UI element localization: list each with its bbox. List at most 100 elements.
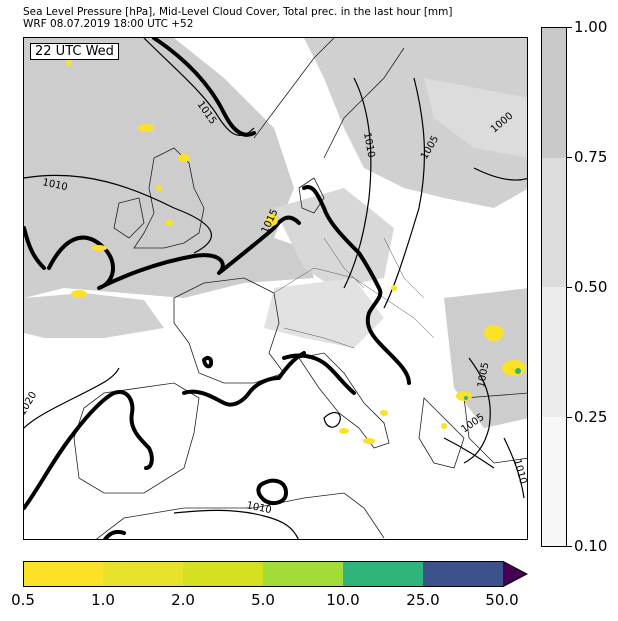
colorbar-segment xyxy=(542,28,566,158)
precip-segment xyxy=(23,561,103,587)
map-svg: 1015 1015 1010 1010 1005 1000 1020 1010 … xyxy=(24,38,528,539)
precip-label: 2.0 xyxy=(171,591,195,609)
precip-label: 10.0 xyxy=(326,591,360,609)
borders xyxy=(273,237,435,349)
precip-label: 50.0 xyxy=(485,591,519,609)
contour-label: 1010 xyxy=(245,500,272,516)
coast-ireland xyxy=(113,197,145,239)
contour-label: 1020 xyxy=(24,390,39,418)
precip-cell xyxy=(156,185,162,191)
isobar-1015-centre xyxy=(302,185,411,385)
precip-label: 25.0 xyxy=(406,591,440,609)
precip-cell xyxy=(91,245,107,251)
coast-africa xyxy=(95,492,385,539)
colorbar-segment xyxy=(542,157,566,287)
precip-colorbar-outline xyxy=(23,561,528,587)
precip-cell xyxy=(339,428,349,434)
cloud-atlantic xyxy=(24,38,314,298)
precip-cell xyxy=(71,290,87,298)
isobar-sicily-ring xyxy=(323,411,341,428)
isobar-1015-west xyxy=(24,226,46,270)
precip-segment xyxy=(183,561,263,587)
isobar-1015-med xyxy=(182,351,306,407)
contour-label: 1010 xyxy=(361,132,376,159)
isobar-1010-uk xyxy=(24,174,213,254)
precip-label: 1.0 xyxy=(91,591,115,609)
colorbar-label: 0.50 xyxy=(574,278,608,296)
precip-cell xyxy=(66,60,72,66)
coast-italy xyxy=(298,352,390,449)
coast-iberia xyxy=(73,382,200,494)
coast-scandinavia xyxy=(253,38,405,159)
colorbar-tick xyxy=(567,27,572,28)
coast-turkey xyxy=(463,392,527,464)
colorbar-tick xyxy=(567,157,572,158)
precip-label: 0.5 xyxy=(11,591,35,609)
colorbar-label: 0.25 xyxy=(574,408,608,426)
isobar-1015-iberia xyxy=(24,390,154,510)
isobar-1010-scand xyxy=(343,77,372,289)
colorbar-label: 0.75 xyxy=(574,148,608,166)
precip-cell xyxy=(266,214,278,226)
precipitation-heavy xyxy=(464,368,521,400)
isobar-1020-iberia xyxy=(24,367,120,429)
isobar-1010-africa xyxy=(173,509,299,539)
precip-extend-arrow xyxy=(503,561,527,587)
isobar-1015-north xyxy=(143,38,255,136)
colorbar-tick xyxy=(567,417,572,418)
precip-cell xyxy=(456,391,472,401)
coast-denmark xyxy=(298,177,325,214)
precip-label: 5.0 xyxy=(251,591,275,609)
precip-cell xyxy=(484,325,504,341)
precipitation-layer xyxy=(66,60,526,444)
colorbar-segment xyxy=(542,416,566,546)
colorbar-segment xyxy=(542,287,566,417)
precip-segment xyxy=(423,561,503,587)
cloud-alps xyxy=(264,278,384,348)
precip-core xyxy=(464,396,468,400)
isobar-1015-africa-ring xyxy=(256,478,288,506)
isobar-1005-balkan xyxy=(463,357,491,464)
map-panel: 1015 1015 1010 1010 1005 1000 1020 1010 … xyxy=(23,37,528,540)
contour-label: 1010 xyxy=(511,458,528,485)
isobar-1015-upper xyxy=(152,38,256,137)
isobar-1005-greece xyxy=(443,437,495,469)
cloud-east xyxy=(444,288,527,428)
contour-label: 1010 xyxy=(41,177,68,193)
precip-segment xyxy=(343,561,423,587)
isobars-thick xyxy=(24,38,411,539)
cloud-scandinavia xyxy=(304,38,527,208)
precip-segment xyxy=(263,561,343,587)
precip-cell xyxy=(441,423,447,429)
precip-cell xyxy=(363,438,375,444)
precip-cell xyxy=(138,124,154,132)
cloud-russia xyxy=(424,78,527,158)
precip-core xyxy=(515,368,521,374)
colorbar-label: 1.00 xyxy=(574,18,608,36)
coast-greece xyxy=(418,397,465,469)
colorbar-tick xyxy=(567,546,572,547)
chart-title: Sea Level Pressure [hPa], Mid-Level Clou… xyxy=(23,6,453,18)
isobar-1000-ne xyxy=(473,167,527,181)
precip-cell xyxy=(380,410,388,416)
precip-cell xyxy=(165,220,173,226)
cloud-cover-layer xyxy=(24,38,527,428)
precip-segment xyxy=(103,561,183,587)
isobar-1010-turkey xyxy=(503,437,525,499)
contour-label: 1005 xyxy=(476,362,491,389)
isobars-thin xyxy=(24,38,527,539)
chart-subtitle: WRF 08.07.2019 18:00 UTC +52 xyxy=(23,18,194,30)
cloud-atlantic-south xyxy=(24,293,164,338)
isobar-1015-italy xyxy=(282,353,356,395)
precip-colorbar xyxy=(23,561,528,587)
isobar-1015-africa-ring2 xyxy=(102,529,126,539)
contour-label: 1005 xyxy=(459,412,486,436)
precip-cell xyxy=(391,285,397,291)
colorbar-tick xyxy=(567,287,572,288)
valid-time-label: 22 UTC Wed xyxy=(30,43,119,60)
isobar-1015-sardinia xyxy=(202,355,214,369)
colorbar-label: 0.10 xyxy=(574,537,608,555)
precip-cell xyxy=(178,154,190,162)
cloud-cover-colorbar xyxy=(541,27,567,547)
coast-uk xyxy=(133,147,205,249)
